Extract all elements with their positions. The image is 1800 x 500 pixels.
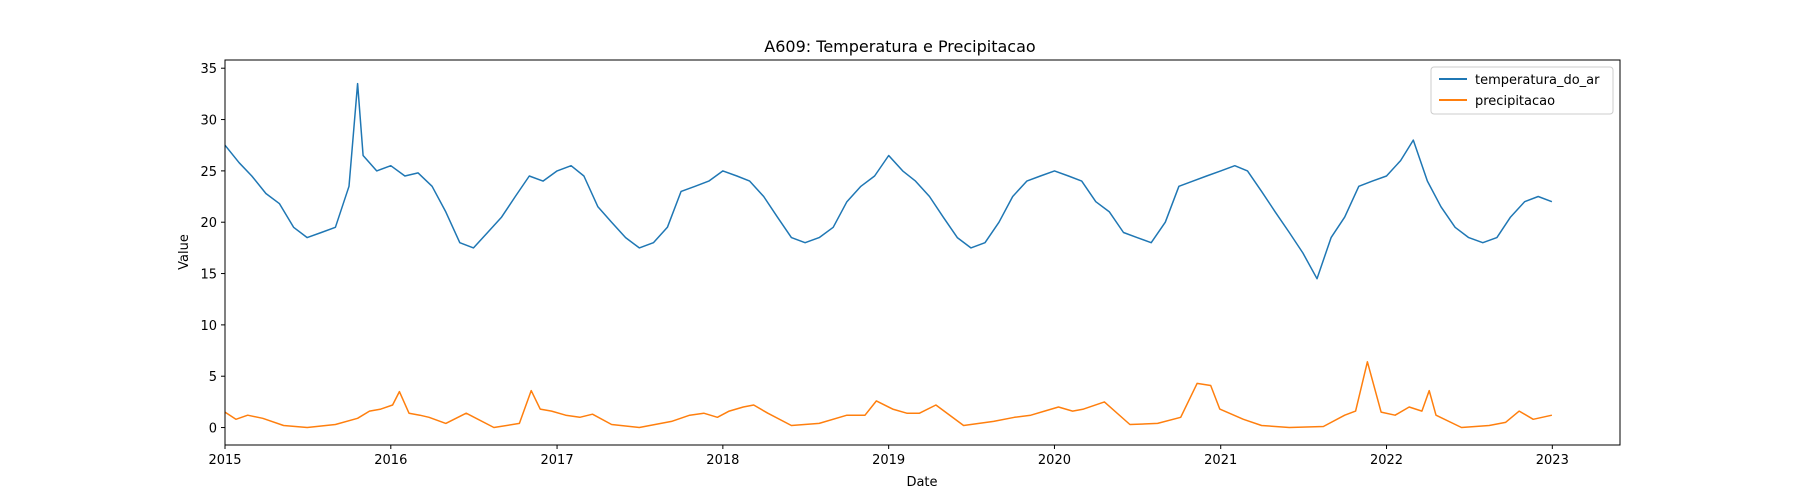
legend-label-temperatura: temperatura_do_ar [1475,73,1600,88]
x-tick-label: 2017 [541,453,574,468]
legend: temperatura_do_ar precipitacao [1430,66,1614,115]
chart-title: A609: Temperatura e Precipitacao [764,37,1035,56]
y-tick-label: 10 [200,319,217,334]
x-axis: 2015 2016 2017 2018 2019 2020 2021 2022 2023 [208,445,1569,468]
y-tick-label: 30 [200,114,217,129]
y-tick-label: 20 [200,216,217,231]
x-tick-label: 2015 [208,453,241,468]
y-tick-label: 5 [209,370,217,385]
x-tick-label: 2018 [706,453,739,468]
x-tick-label: 2016 [374,453,407,468]
y-tick-label: 35 [200,62,217,77]
x-tick-label: 2023 [1536,453,1569,468]
x-tick-label: 2020 [1038,453,1071,468]
x-tick-label: 2021 [1204,453,1237,468]
series-line-precipitacao [224,361,1553,429]
series-layer [224,82,1553,429]
x-tick-label: 2022 [1370,453,1403,468]
series-line-temperatura-do-ar [224,82,1553,280]
x-tick-label: 2019 [872,453,905,468]
y-axis-title: Value [177,234,192,270]
x-axis-title: Date [906,475,937,490]
y-tick-label: 15 [200,268,217,283]
y-axis: 0 5 10 15 20 25 30 35 [200,62,225,437]
y-tick-label: 25 [200,165,217,180]
plot-area [225,60,1620,445]
y-tick-label: 0 [209,422,217,437]
legend-box [1430,66,1614,115]
plot-frame [224,59,1621,446]
legend-label-precipitacao: precipitacao [1475,94,1555,109]
